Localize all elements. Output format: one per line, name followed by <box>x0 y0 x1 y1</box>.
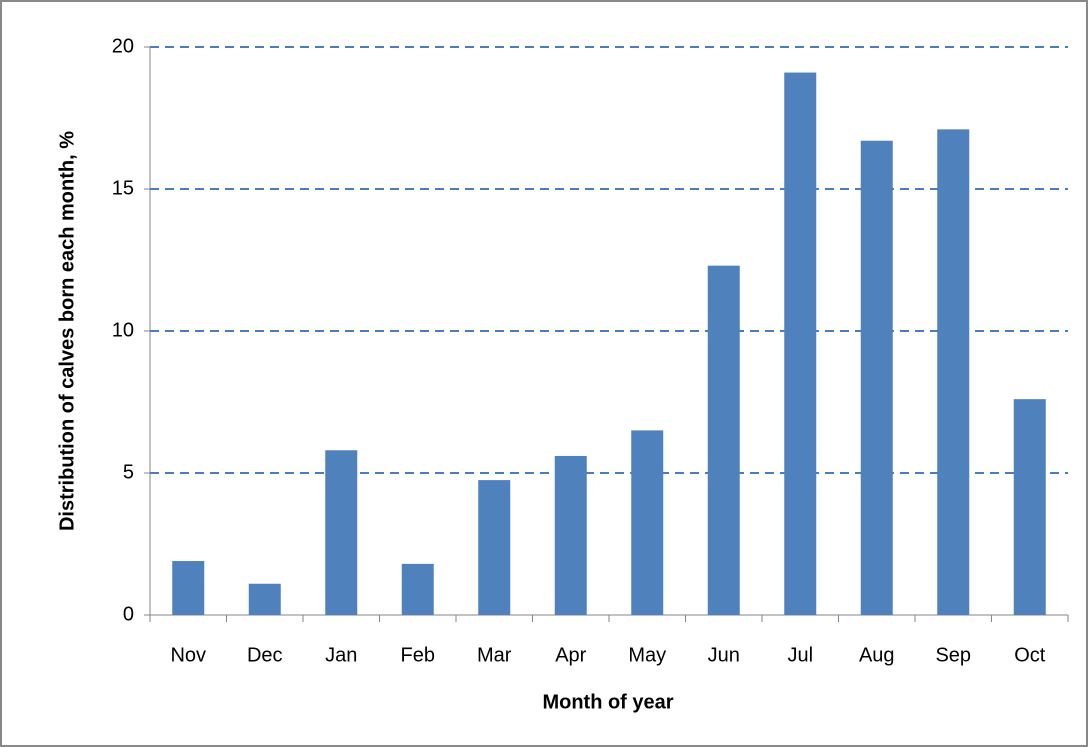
bar <box>248 583 281 615</box>
x-tick-label: Feb <box>401 644 435 666</box>
x-tick-label: Mar <box>477 644 512 666</box>
bar <box>937 129 970 616</box>
x-tick-label: Jun <box>708 644 740 666</box>
bar <box>1013 399 1046 615</box>
x-tick-label: Sep <box>935 644 971 666</box>
x-tick-label: Oct <box>1014 644 1046 666</box>
x-tick-label: Dec <box>247 644 283 666</box>
x-tick-label: Jul <box>787 644 813 666</box>
y-tick-label: 20 <box>112 35 134 57</box>
y-tick-label: 0 <box>123 603 134 625</box>
x-tick-label: Apr <box>555 644 586 666</box>
bar <box>325 450 358 615</box>
y-axis-title: Distribution of calves born each month, … <box>56 131 78 531</box>
bar <box>860 140 893 615</box>
bar <box>401 563 434 615</box>
bar <box>554 455 587 615</box>
bar <box>784 72 817 615</box>
y-tick-label: 5 <box>123 461 134 483</box>
y-tick-label: 10 <box>112 319 134 341</box>
x-tick-label: May <box>628 644 666 666</box>
bar <box>707 265 740 615</box>
bar <box>478 480 511 615</box>
bar <box>172 561 205 615</box>
x-tick-label: Aug <box>859 644 895 666</box>
x-axis-title: Month of year <box>542 691 673 713</box>
x-tick-label: Nov <box>170 644 206 666</box>
y-tick-label: 15 <box>112 177 134 199</box>
bar <box>631 430 664 615</box>
x-tick-label: Jan <box>325 644 357 666</box>
